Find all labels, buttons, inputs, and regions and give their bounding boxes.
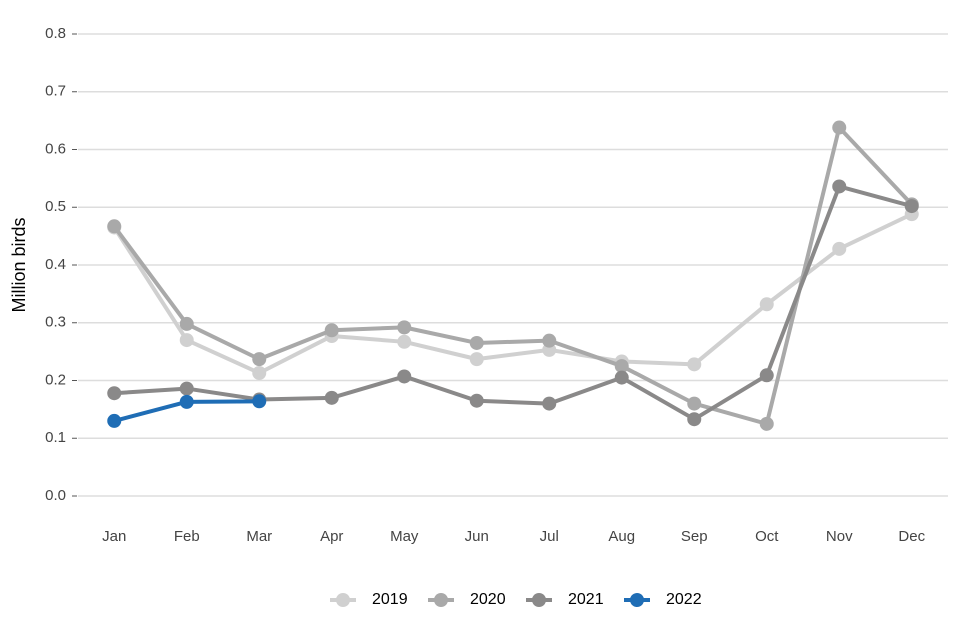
legend-marker [630, 593, 644, 607]
x-tick-label: Jul [540, 528, 559, 545]
series-line [114, 184, 913, 422]
y-tick-label: 0.0 [45, 487, 66, 504]
y-tick-label: 0.1 [45, 429, 66, 446]
data-point [107, 219, 122, 234]
y-axis-title: Million birds [9, 217, 29, 312]
data-point [397, 369, 412, 384]
series-line [112, 212, 913, 375]
y-tick-label: 0.4 [45, 256, 66, 273]
data-point [469, 352, 484, 367]
data-point [687, 357, 702, 372]
legend-label: 2019 [372, 591, 408, 608]
legend-label: 2021 [568, 591, 604, 608]
x-tick-label: Aug [608, 528, 635, 545]
x-tick-label: Apr [320, 528, 343, 545]
data-point [179, 394, 194, 409]
legend-label: 2020 [470, 591, 506, 608]
x-tick-label: Jan [102, 528, 126, 545]
data-point [904, 199, 919, 214]
data-point [759, 297, 774, 312]
x-tick-label: Mar [246, 528, 272, 545]
data-point [107, 386, 122, 401]
legend-marker [532, 593, 546, 607]
legend-label: 2022 [666, 591, 702, 608]
data-point [179, 381, 194, 396]
y-tick-label: 0.6 [45, 140, 66, 157]
x-tick-label: Nov [826, 528, 853, 545]
x-tick-label: Jun [465, 528, 489, 545]
data-point [832, 179, 847, 194]
y-tick-label: 0.2 [45, 371, 66, 388]
x-tick-label: Feb [174, 528, 200, 545]
data-point [687, 412, 702, 427]
x-tick-label: Sep [681, 528, 708, 545]
data-point [252, 365, 267, 380]
y-tick-label: 0.7 [45, 83, 66, 100]
data-point [179, 316, 194, 331]
data-point [469, 335, 484, 350]
legend-marker [336, 593, 350, 607]
series-line [112, 125, 914, 426]
data-point [469, 393, 484, 408]
x-tick-label: May [390, 528, 419, 545]
data-point [614, 370, 629, 385]
data-point [759, 416, 774, 431]
data-point [252, 352, 267, 367]
data-point [832, 120, 847, 135]
data-point [107, 413, 122, 428]
data-point [252, 394, 267, 409]
data-point [614, 359, 629, 374]
data-point [324, 390, 339, 405]
x-tick-label: Dec [898, 528, 925, 545]
data-point [397, 320, 412, 335]
data-point [687, 396, 702, 411]
x-tick-label: Oct [755, 528, 779, 545]
data-point [542, 333, 557, 348]
y-tick-label: 0.8 [45, 25, 66, 42]
data-point [832, 241, 847, 256]
data-point [397, 334, 412, 349]
data-point [542, 396, 557, 411]
data-point [324, 323, 339, 338]
legend-marker [434, 593, 448, 607]
data-point [759, 368, 774, 383]
y-tick-label: 0.5 [45, 198, 66, 215]
y-tick-label: 0.3 [45, 314, 66, 331]
data-point [179, 333, 194, 348]
